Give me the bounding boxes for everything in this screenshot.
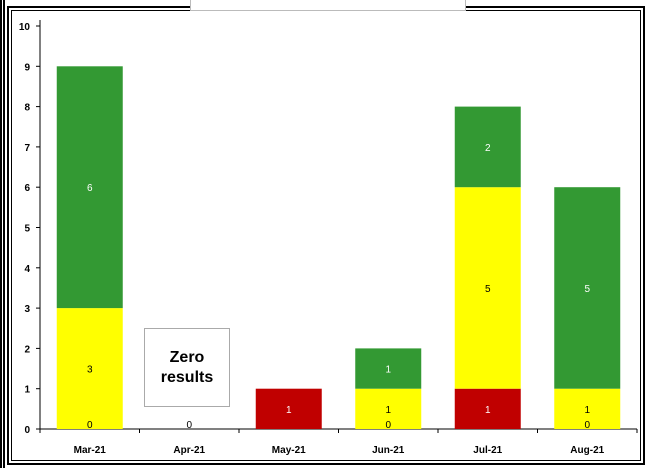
bar-mar-21-segment-1 xyxy=(56,308,123,429)
data-label-aug-21-segment-1: 1 xyxy=(584,405,590,416)
y-tick-label-0: 0 xyxy=(24,425,30,436)
data-label-jul-21-segment-0: 1 xyxy=(485,405,491,416)
bar-may-21-segment-0 xyxy=(255,388,322,429)
bar-jul-21-segment-1 xyxy=(454,187,521,389)
data-label-may-21-segment-0: 1 xyxy=(286,405,292,416)
data-label-jul-21-segment-2: 2 xyxy=(485,143,491,154)
x-tick-label-aug-21: Aug-21 xyxy=(570,445,604,456)
data-label-jun-21-segment-1: 1 xyxy=(385,405,391,416)
bars xyxy=(56,66,621,429)
data-labels: 3 6 0 0 1 1 1 0 1 5 2 1 5 0 xyxy=(87,143,591,431)
x-axis: Mar-21 Apr-21 May-21 Jun-21 Jul-21 Aug-21 xyxy=(39,428,638,456)
data-label-aug-21-segment-2: 5 xyxy=(584,284,590,295)
zero-label-aug-21: 0 xyxy=(584,420,590,431)
x-tick-label-jun-21: Jun-21 xyxy=(372,445,405,456)
bar-jul-21-segment-0 xyxy=(454,388,521,429)
y-tick-label-2: 2 xyxy=(24,344,30,355)
bar-aug-21-segment-1 xyxy=(554,388,621,429)
y-tick-label-4: 4 xyxy=(24,264,30,275)
zero-label-apr-21: 0 xyxy=(186,420,192,431)
zero-label-jun-21: 0 xyxy=(385,420,391,431)
bar-aug-21-segment-2 xyxy=(554,187,621,389)
y-axis: 0 1 2 3 4 5 6 7 8 9 10 xyxy=(19,20,41,436)
y-tick-label-9: 9 xyxy=(24,62,30,73)
bar-mar-21-segment-2 xyxy=(56,66,123,309)
data-label-jun-21-segment-2: 1 xyxy=(385,365,391,376)
x-tick-label-jul-21: Jul-21 xyxy=(473,445,502,456)
y-tick-label-5: 5 xyxy=(24,224,30,235)
x-tick-label-apr-21: Apr-21 xyxy=(173,445,205,456)
y-tick-label-7: 7 xyxy=(24,143,30,154)
y-tick-label-10: 10 xyxy=(19,22,31,33)
zero-results-annotation: Zero results xyxy=(144,328,230,407)
annotation-text: Zero results xyxy=(160,348,214,386)
data-label-jul-21-segment-1: 5 xyxy=(485,284,491,295)
y-tick-label-3: 3 xyxy=(24,304,30,315)
data-label-mar-21-segment-2: 6 xyxy=(87,183,93,194)
data-label-mar-21-segment-1: 3 xyxy=(87,365,93,376)
zero-label-mar-21: 0 xyxy=(87,420,93,431)
y-tick-label-8: 8 xyxy=(24,103,30,114)
x-tick-label-may-21: May-21 xyxy=(272,445,306,456)
bar-jun-21-segment-1 xyxy=(355,388,422,429)
y-tick-label-1: 1 xyxy=(24,385,30,396)
y-tick-label-6: 6 xyxy=(24,183,30,194)
title-box xyxy=(190,0,466,11)
bar-jun-21-segment-2 xyxy=(355,348,422,389)
left-frame-border xyxy=(0,0,5,468)
bar-jul-21-segment-2 xyxy=(454,106,521,188)
x-tick-label-mar-21: Mar-21 xyxy=(74,445,107,456)
